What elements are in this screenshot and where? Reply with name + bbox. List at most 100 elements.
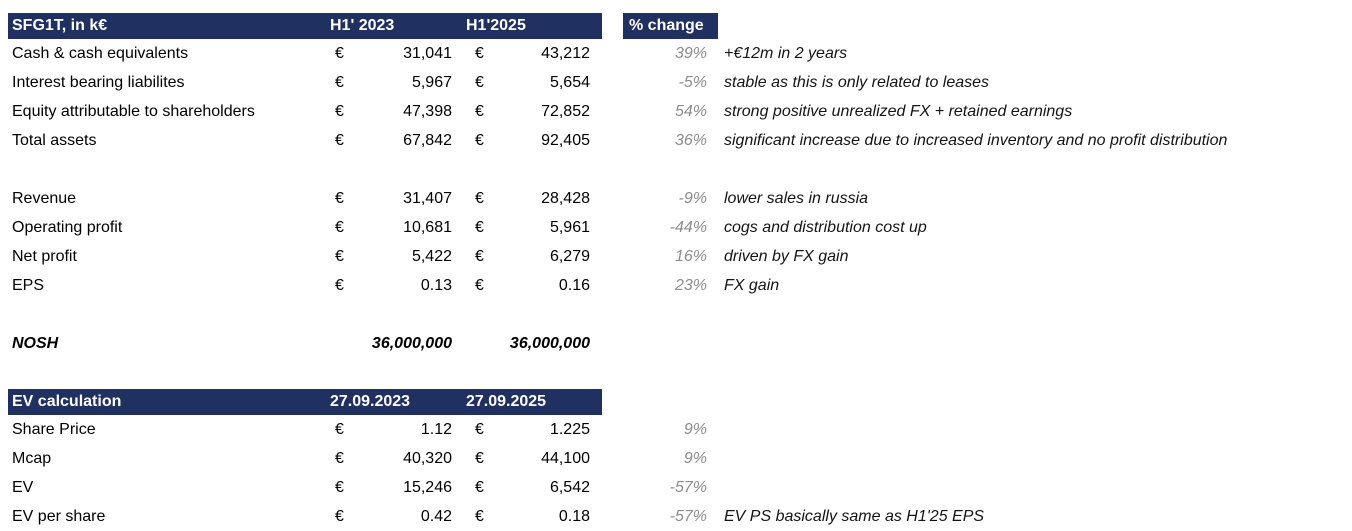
comment-text: EV PS basically same as H1'25 EPS — [724, 507, 985, 525]
value-cell-period2[interactable]: 36,000,000 — [458, 329, 602, 358]
pct-change-cell[interactable]: 9% — [623, 444, 718, 473]
comment-text: FX gain — [724, 276, 780, 294]
comment-text: +€12m in 2 years — [724, 44, 848, 62]
comment-cell[interactable] — [718, 444, 1352, 473]
row-label: Share Price — [12, 420, 96, 438]
pct-change-cell[interactable]: 39% — [623, 39, 718, 68]
pct-change-cell[interactable]: 54% — [623, 97, 718, 126]
row-label-cell[interactable]: Operating profit — [8, 213, 322, 242]
table-row: Mcap €40,320 €44,100 9% — [8, 444, 1352, 473]
pct-change-cell[interactable] — [623, 329, 718, 358]
cell-value: 28,428 — [541, 189, 590, 207]
value-cell-period2[interactable]: €1.225 — [458, 415, 602, 444]
value-cell-period1[interactable]: €0.42 — [322, 502, 458, 531]
comment-cell[interactable]: cogs and distribution cost up — [718, 213, 1352, 242]
comment-text: lower sales in russia — [724, 189, 869, 207]
currency-symbol: € — [475, 449, 484, 467]
pct-change-cell[interactable]: 36% — [623, 126, 718, 155]
value-cell-period1[interactable]: €1.12 — [322, 415, 458, 444]
table2-header-row: EV calculation 27.09.2023 27.09.2025 — [8, 389, 1352, 415]
value-cell-period2[interactable]: €92,405 — [458, 126, 602, 155]
financials-table: SFG1T, in k€ H1' 2023 H1'2025 % change C… — [8, 13, 1352, 387]
row-label-cell[interactable]: EPS — [8, 271, 322, 300]
row-label: EV per share — [12, 507, 106, 525]
table1-col2-header[interactable]: H1'2025 — [458, 13, 602, 39]
row-label-cell[interactable]: Revenue — [8, 184, 322, 213]
table2-title-cell[interactable]: EV calculation — [8, 389, 322, 415]
table2-pct-header-cell — [623, 389, 718, 415]
comment-cell[interactable] — [718, 415, 1352, 444]
comment-cell[interactable]: FX gain — [718, 271, 1352, 300]
row-label-cell[interactable]: Interest bearing liabilites — [8, 68, 322, 97]
pct-change-cell[interactable]: -9% — [623, 184, 718, 213]
table-row: EV €15,246 €6,542 -57% — [8, 473, 1352, 502]
cell-value: 5,422 — [411, 247, 452, 265]
comment-cell[interactable]: stable as this is only related to leases — [718, 68, 1352, 97]
pct-change-cell[interactable]: 23% — [623, 271, 718, 300]
comment-cell[interactable]: lower sales in russia — [718, 184, 1352, 213]
cell-value: 40,320 — [403, 449, 452, 467]
value-cell-period1[interactable]: €5,422 — [322, 242, 458, 271]
cell-value: 0.42 — [420, 507, 452, 525]
table2-col1-header[interactable]: 27.09.2023 — [322, 389, 458, 415]
comment-cell[interactable] — [718, 473, 1352, 502]
row-label-cell[interactable]: Share Price — [8, 415, 322, 444]
row-label: Cash & cash equivalents — [12, 44, 189, 62]
table1-col1-header[interactable]: H1' 2023 — [322, 13, 458, 39]
value-cell-period1[interactable]: €31,407 — [322, 184, 458, 213]
comment-cell[interactable] — [718, 329, 1352, 358]
pct-change-header[interactable]: % change — [623, 13, 718, 39]
currency-symbol: € — [335, 131, 344, 149]
row-label-cell[interactable]: Equity attributable to shareholders — [8, 97, 322, 126]
value-cell-period2[interactable]: €43,212 — [458, 39, 602, 68]
pct-change-cell[interactable]: -44% — [623, 213, 718, 242]
value-cell-period2[interactable]: €5,654 — [458, 68, 602, 97]
currency-symbol: € — [335, 276, 344, 294]
currency-symbol: € — [475, 44, 484, 62]
row-label-cell[interactable]: Cash & cash equivalents — [8, 39, 322, 68]
value-cell-period2[interactable]: €0.16 — [458, 271, 602, 300]
cell-value: 31,041 — [403, 44, 452, 62]
pct-change-cell[interactable]: -57% — [623, 473, 718, 502]
pct-value: -5% — [678, 73, 707, 91]
value-cell-period2[interactable]: €0.18 — [458, 502, 602, 531]
comment-cell[interactable]: driven by FX gain — [718, 242, 1352, 271]
pct-change-cell[interactable]: 9% — [623, 415, 718, 444]
value-cell-period1[interactable]: €67,842 — [322, 126, 458, 155]
value-cell-period1[interactable]: €5,967 — [322, 68, 458, 97]
value-cell-period1[interactable]: €31,041 — [322, 39, 458, 68]
row-label-cell[interactable]: Mcap — [8, 444, 322, 473]
value-cell-period2[interactable]: €28,428 — [458, 184, 602, 213]
pct-change-cell[interactable]: 16% — [623, 242, 718, 271]
value-cell-period2[interactable]: €6,279 — [458, 242, 602, 271]
row-label: EPS — [12, 276, 45, 294]
value-cell-period1[interactable]: 36,000,000 — [322, 329, 458, 358]
comment-cell[interactable]: +€12m in 2 years — [718, 39, 1352, 68]
value-cell-period2[interactable]: €5,961 — [458, 213, 602, 242]
table-row: Equity attributable to shareholders €47,3… — [8, 97, 1352, 126]
comment-cell[interactable]: EV PS basically same as H1'25 EPS — [718, 502, 1352, 531]
comment-cell[interactable]: strong positive unrealized FX + retained… — [718, 97, 1352, 126]
pct-change-cell[interactable]: -5% — [623, 68, 718, 97]
currency-symbol: € — [335, 102, 344, 120]
value-cell-period2[interactable]: €44,100 — [458, 444, 602, 473]
value-cell-period1[interactable]: €47,398 — [322, 97, 458, 126]
pct-change-cell[interactable]: -57% — [623, 502, 718, 531]
value-cell-period1[interactable]: €15,246 — [322, 473, 458, 502]
table2-col2-header[interactable]: 27.09.2025 — [458, 389, 602, 415]
row-label-cell[interactable]: EV — [8, 473, 322, 502]
column-gap — [602, 213, 623, 242]
cell-value: 0.16 — [558, 276, 590, 294]
value-cell-period1[interactable]: €10,681 — [322, 213, 458, 242]
value-cell-period1[interactable]: €40,320 — [322, 444, 458, 473]
value-cell-period1[interactable]: €0.13 — [322, 271, 458, 300]
value-cell-period2[interactable]: €72,852 — [458, 97, 602, 126]
cell-value: 5,654 — [549, 73, 590, 91]
table1-title-cell[interactable]: SFG1T, in k€ — [8, 13, 322, 39]
row-label-cell[interactable]: EV per share — [8, 502, 322, 531]
value-cell-period2[interactable]: €6,542 — [458, 473, 602, 502]
row-label-cell[interactable]: Total assets — [8, 126, 322, 155]
row-label-cell[interactable]: Net profit — [8, 242, 322, 271]
comment-cell[interactable]: significant increase due to increased in… — [718, 126, 1352, 155]
row-label-cell[interactable]: NOSH — [8, 329, 322, 358]
